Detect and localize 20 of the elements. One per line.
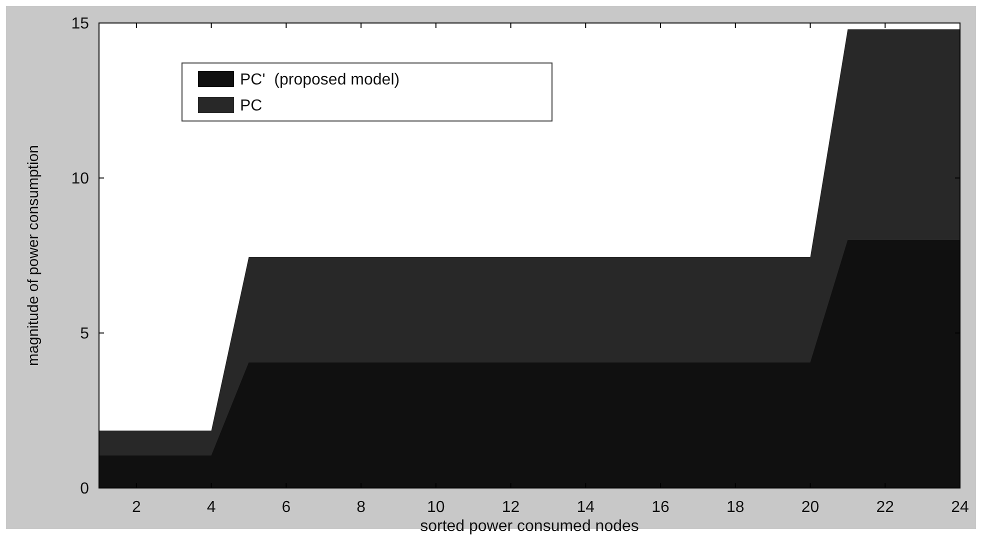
x-tick-label: 10 [427,499,445,516]
x-tick-label: 8 [356,499,366,516]
y-tick-label: 10 [71,170,90,188]
x-tick-label: 14 [576,499,595,516]
x-tick-label: 2 [132,499,141,516]
legend-label: PC [240,98,262,115]
y-axis-title: magnitude of power consumption [25,145,42,366]
x-tick-label: 22 [876,499,894,516]
legend-label: PC' (proposed model) [240,72,400,89]
x-tick-label: 6 [282,499,291,516]
y-tick-label: 0 [80,480,90,498]
x-tick-label: 16 [652,499,670,516]
x-tick-label: 24 [951,499,969,516]
x-tick-label: 20 [801,499,820,516]
y-tick-label: 5 [80,326,90,343]
x-axis-title: sorted power consumed nodes [420,518,639,535]
x-tick-label: 4 [206,499,216,516]
y-tick-label: 15 [71,16,90,33]
x-tick-label: 12 [502,499,520,516]
x-tick-label: 18 [726,499,744,516]
